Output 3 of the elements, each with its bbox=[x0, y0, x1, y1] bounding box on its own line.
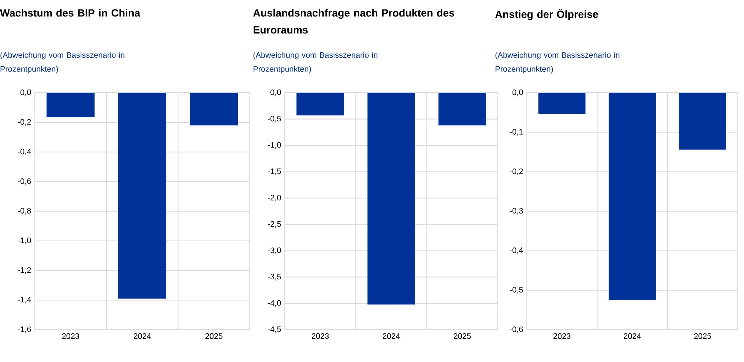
chart-title: Auslandsnachfrage nach Produkten des Euroraums bbox=[253, 9, 454, 34]
chart-title: Wachstum des BIP in China bbox=[0, 9, 141, 17]
chart-title: Anstieg der Ölpreise bbox=[495, 9, 598, 20]
